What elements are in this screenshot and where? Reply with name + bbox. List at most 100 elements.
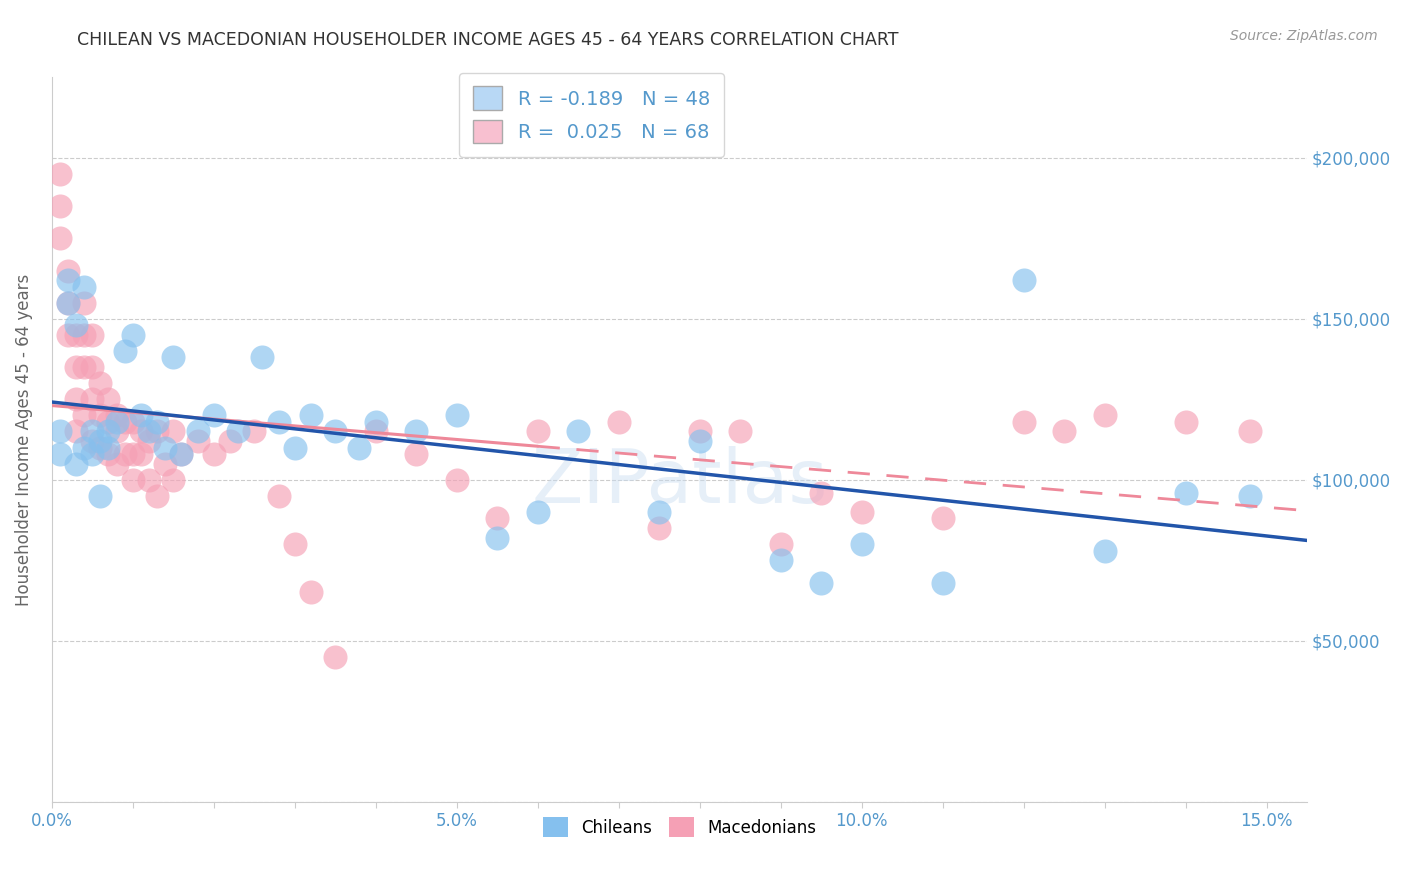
Point [97, 441, 120, 455]
Point [267, 415, 290, 429]
Point [1239, 489, 1261, 503]
Point [769, 553, 792, 567]
Point [931, 575, 953, 590]
Text: CHILEAN VS MACEDONIAN HOUSEHOLDER INCOME AGES 45 - 64 YEARS CORRELATION CHART: CHILEAN VS MACEDONIAN HOUSEHOLDER INCOME… [77, 31, 898, 49]
Point [121, 473, 143, 487]
Point [56, 295, 79, 310]
Point [138, 434, 160, 449]
Point [226, 425, 249, 439]
Point [186, 425, 208, 439]
Point [243, 425, 266, 439]
Point [170, 447, 193, 461]
Point [810, 575, 832, 590]
Point [121, 415, 143, 429]
Point [1012, 415, 1035, 429]
Point [162, 425, 184, 439]
Point [89, 434, 111, 449]
Point [252, 351, 274, 365]
Point [364, 415, 387, 429]
Point [186, 434, 208, 449]
Point [89, 376, 111, 391]
Point [73, 409, 96, 423]
Point [526, 505, 548, 519]
Point [146, 425, 169, 439]
Point [769, 537, 792, 551]
Point [56, 273, 79, 287]
Point [73, 295, 96, 310]
Point [89, 489, 111, 503]
Point [105, 425, 128, 439]
Text: Source: ZipAtlas.com: Source: ZipAtlas.com [1230, 29, 1378, 43]
Point [129, 409, 152, 423]
Point [299, 585, 322, 599]
Point [56, 327, 79, 342]
Point [1174, 485, 1197, 500]
Point [114, 343, 136, 358]
Text: ZIPatlas: ZIPatlas [531, 447, 828, 519]
Point [129, 425, 152, 439]
Point [931, 511, 953, 525]
Point [153, 457, 176, 471]
Point [82, 434, 104, 449]
Y-axis label: Householder Income Ages 45 - 64 years: Householder Income Ages 45 - 64 years [15, 273, 32, 606]
Point [689, 425, 711, 439]
Point [97, 447, 120, 461]
Point [1094, 543, 1116, 558]
Point [97, 425, 120, 439]
Point [146, 415, 169, 429]
Point [121, 447, 143, 461]
Point [73, 327, 96, 342]
Point [49, 447, 72, 461]
Point [405, 447, 427, 461]
Point [65, 425, 87, 439]
Point [648, 505, 671, 519]
Point [349, 441, 371, 455]
Point [1094, 409, 1116, 423]
Point [1239, 425, 1261, 439]
Point [1174, 415, 1197, 429]
Point [82, 425, 104, 439]
Point [689, 434, 711, 449]
Point [138, 473, 160, 487]
Point [65, 392, 87, 407]
Point [323, 425, 346, 439]
Point [202, 447, 225, 461]
Point [73, 279, 96, 293]
Point [1012, 273, 1035, 287]
Point [105, 409, 128, 423]
Point [89, 441, 111, 455]
Point [219, 434, 242, 449]
Point [851, 537, 873, 551]
Point [129, 447, 152, 461]
Point [82, 447, 104, 461]
Point [82, 360, 104, 375]
Point [65, 327, 87, 342]
Point [267, 489, 290, 503]
Point [49, 425, 72, 439]
Point [73, 441, 96, 455]
Point [526, 425, 548, 439]
Point [162, 473, 184, 487]
Point [567, 425, 589, 439]
Point [97, 415, 120, 429]
Point [49, 167, 72, 181]
Point [82, 392, 104, 407]
Point [73, 360, 96, 375]
Point [105, 415, 128, 429]
Point [65, 360, 87, 375]
Point [364, 425, 387, 439]
Point [648, 521, 671, 535]
Point [299, 409, 322, 423]
Point [97, 392, 120, 407]
Point [170, 447, 193, 461]
Point [1053, 425, 1076, 439]
Point [446, 409, 468, 423]
Legend: Chileans, Macedonians: Chileans, Macedonians [536, 810, 823, 844]
Point [446, 473, 468, 487]
Point [728, 425, 751, 439]
Point [851, 505, 873, 519]
Point [138, 425, 160, 439]
Point [486, 511, 509, 525]
Point [49, 231, 72, 245]
Point [56, 263, 79, 277]
